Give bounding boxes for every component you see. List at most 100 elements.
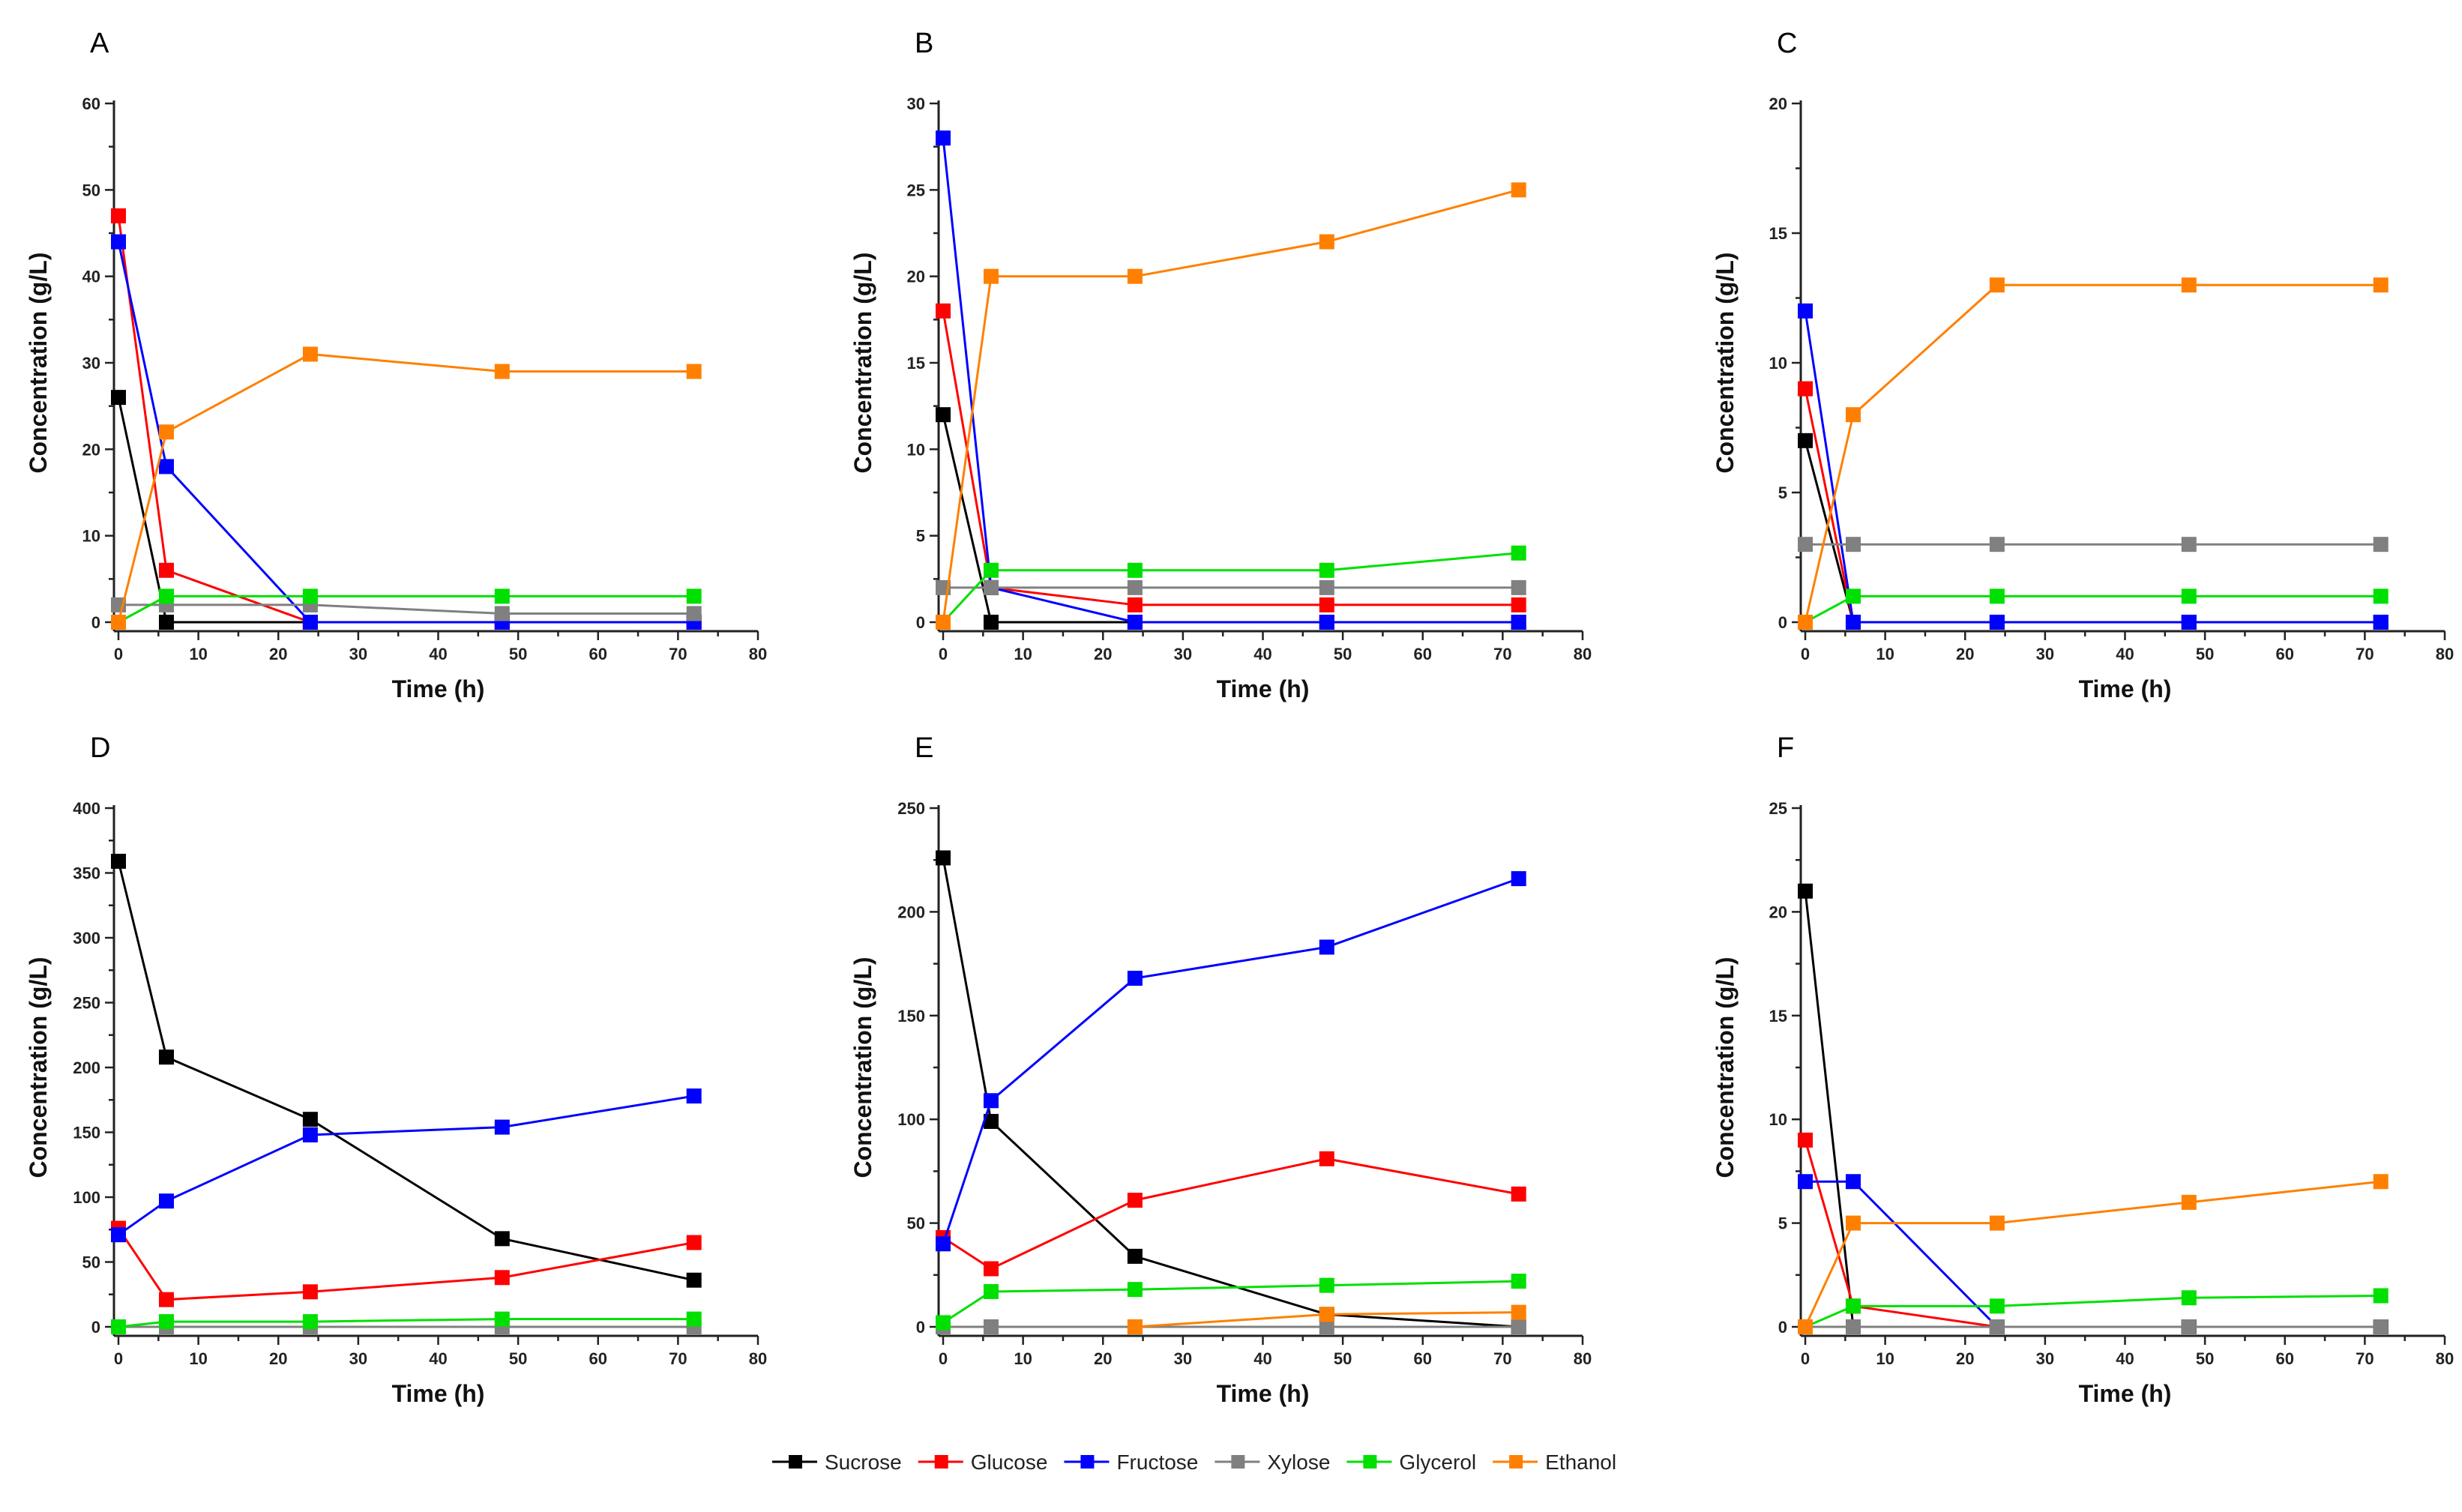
x-tick-label: 0 (114, 645, 123, 663)
data-point (2373, 588, 2389, 604)
data-point (1798, 381, 1813, 397)
y-tick-label: 20 (82, 440, 100, 459)
series-xylose (1798, 537, 2389, 552)
data-point (1127, 579, 1143, 595)
data-point (158, 1049, 174, 1065)
x-tick-label: 60 (2276, 1349, 2294, 1368)
y-axis-title: Concentration (g/L) (25, 252, 52, 473)
panel-label: B (915, 28, 933, 59)
series-line (942, 1157, 1519, 1271)
panel-label: C (1777, 28, 1797, 59)
data-point (1319, 1151, 1334, 1166)
data-point (1845, 1174, 1861, 1190)
data-point (1127, 1282, 1143, 1298)
x-tick-label: 50 (509, 1349, 527, 1368)
y-tick-label: 30 (907, 94, 925, 113)
y-tick-label: 200 (897, 903, 925, 921)
data-point (2181, 277, 2197, 293)
series-line (942, 137, 1519, 624)
x-tick-label: 20 (1094, 1349, 1112, 1368)
data-point (494, 1231, 510, 1247)
legend-item-xylose: Xylose (1215, 1451, 1330, 1474)
legend-marker (1509, 1455, 1523, 1469)
data-point (1319, 939, 1334, 955)
legend-marker (1080, 1455, 1095, 1469)
x-tick-label: 40 (1253, 645, 1271, 663)
data-point (1845, 588, 1861, 604)
y-tick-label: 250 (73, 994, 100, 1013)
series-sucrose (936, 850, 1526, 1334)
data-point (1511, 579, 1526, 595)
data-point (1989, 277, 2005, 293)
legend-label: Sucrose (825, 1451, 902, 1474)
data-point (494, 364, 510, 379)
y-tick-label: 30 (82, 354, 100, 373)
y-tick-label: 10 (1769, 1110, 1787, 1129)
series-glucose (111, 208, 702, 630)
y-tick-label: 15 (1769, 1007, 1787, 1025)
x-tick-label: 70 (1493, 1349, 1511, 1368)
x-tick-label: 80 (2436, 1349, 2454, 1368)
data-point (983, 268, 999, 284)
legend-marker (789, 1455, 802, 1469)
y-axis-title: Concentration (g/L) (849, 252, 876, 473)
x-tick-label: 50 (2196, 645, 2214, 663)
y-tick-label: 50 (82, 1253, 100, 1272)
data-point (686, 1272, 702, 1288)
legend-item-ethanol: Ethanol (1493, 1451, 1616, 1474)
data-point (2181, 1194, 2197, 1210)
data-point (1127, 970, 1143, 986)
y-tick-label: 5 (1778, 1214, 1787, 1233)
legend-item-glucose: Glucose (918, 1451, 1047, 1474)
x-axis-title: Time (h) (392, 1380, 485, 1407)
panel-b: B 0 10 20 30 40 50 60 70 80 0 5 10 15 20 25 30 Time (h) Co… (849, 28, 1592, 702)
x-tick-label: 20 (1094, 645, 1112, 663)
data-point (2373, 615, 2389, 630)
data-point (1989, 1319, 2005, 1334)
x-tick-label: 10 (189, 1349, 207, 1368)
series-xylose (936, 579, 1526, 595)
x-tick-label: 70 (669, 645, 687, 663)
series-line (1804, 891, 2381, 1328)
series-glucose (936, 303, 1526, 612)
x-tick-label: 50 (2196, 1349, 2214, 1368)
data-point (2373, 1174, 2389, 1190)
x-tick-label: 80 (749, 1349, 767, 1368)
y-tick-label: 20 (907, 268, 925, 286)
panel-label: D (90, 732, 110, 764)
series-line (1804, 1139, 2381, 1328)
data-point (1127, 1248, 1143, 1264)
data-point (936, 130, 951, 146)
y-tick-label: 250 (897, 799, 925, 818)
x-tick-label: 10 (1014, 645, 1032, 663)
y-tick-label: 0 (91, 613, 100, 632)
data-point (686, 364, 702, 379)
data-point (686, 1311, 702, 1327)
y-axis-title: Concentration (g/L) (1712, 957, 1739, 1178)
data-point (936, 407, 951, 423)
y-tick-label: 40 (82, 268, 100, 286)
x-tick-label: 30 (2036, 645, 2054, 663)
x-tick-label: 80 (2436, 645, 2454, 663)
data-point (1845, 1319, 1861, 1334)
panel-label: E (915, 732, 933, 764)
data-point (1319, 1319, 1334, 1334)
data-point (1989, 588, 2005, 604)
y-tick-label: 5 (916, 527, 925, 546)
series-glycerol (1798, 588, 2389, 630)
data-point (1798, 303, 1813, 319)
data-point (1798, 883, 1813, 899)
x-tick-label: 20 (269, 645, 287, 663)
y-tick-label: 25 (1769, 799, 1787, 818)
y-tick-label: 0 (1778, 613, 1787, 632)
data-point (494, 588, 510, 604)
y-axis-title: Concentration (g/L) (25, 957, 52, 1178)
data-point (983, 1283, 999, 1299)
data-point (1798, 537, 1813, 552)
data-point (158, 562, 174, 578)
data-point (494, 1311, 510, 1327)
data-point (2373, 537, 2389, 552)
legend-marker (1363, 1455, 1377, 1469)
panel-c: C 0 10 20 30 40 50 60 70 80 0 5 10 15 20 Time (h) Concen… (1712, 28, 2454, 702)
